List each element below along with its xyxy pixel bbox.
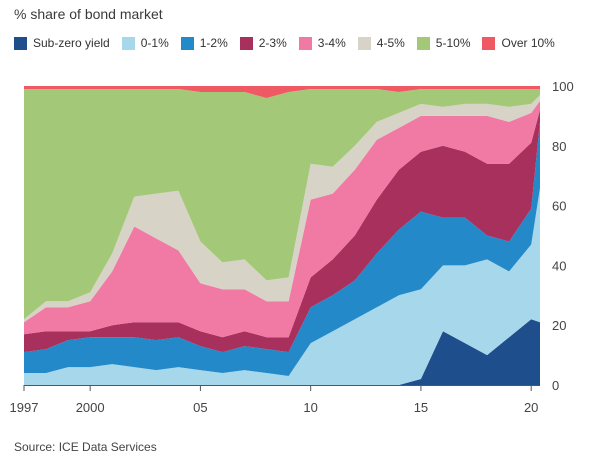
series-area bbox=[24, 89, 540, 320]
legend-swatch bbox=[121, 36, 135, 50]
legend-swatch bbox=[416, 36, 430, 50]
x-tick-label: 1997 bbox=[10, 400, 39, 415]
legend-label: 1-2% bbox=[199, 36, 228, 50]
x-tick-label: 10 bbox=[303, 400, 317, 415]
series-area bbox=[24, 187, 540, 385]
legend-label: 0-1% bbox=[140, 36, 169, 50]
legend-swatch bbox=[482, 36, 496, 50]
x-tick-label: 15 bbox=[414, 400, 428, 415]
y-tick-label: 60 bbox=[552, 199, 566, 214]
legend-item: 5-10% bbox=[416, 36, 471, 50]
y-tick-label: 80 bbox=[552, 139, 566, 154]
series-area bbox=[24, 95, 540, 323]
series-area bbox=[24, 109, 540, 353]
legend-label: 4-5% bbox=[376, 36, 405, 50]
legend-item: 1-2% bbox=[180, 36, 228, 50]
legend-label: 5-10% bbox=[435, 36, 471, 50]
series-area bbox=[24, 86, 540, 98]
legend-label: 3-4% bbox=[317, 36, 346, 50]
legend-swatch bbox=[357, 36, 371, 50]
legend-swatch bbox=[180, 36, 194, 50]
y-tick-label: 40 bbox=[552, 258, 566, 273]
series-area bbox=[24, 100, 540, 338]
x-tick-label: 2000 bbox=[76, 400, 105, 415]
legend-label: Sub-zero yield bbox=[33, 36, 110, 50]
source-note: Source: ICE Data Services bbox=[14, 440, 157, 454]
legend-swatch bbox=[239, 36, 253, 50]
legend-label: Over 10% bbox=[501, 36, 555, 50]
series-area bbox=[24, 121, 540, 377]
y-tick-label: 0 bbox=[552, 378, 559, 393]
series-area bbox=[24, 319, 540, 385]
legend-swatch bbox=[298, 36, 312, 50]
legend-item: 2-3% bbox=[239, 36, 287, 50]
chart-legend: Sub-zero yield 0-1% 1-2% 2-3% 3-4% 4-5% 5-10% O… bbox=[14, 36, 567, 50]
x-tick-label: 05 bbox=[193, 400, 207, 415]
legend-item: 3-4% bbox=[298, 36, 346, 50]
y-tick-label: 100 bbox=[552, 79, 574, 94]
y-tick-label: 20 bbox=[552, 318, 566, 333]
legend-label: 2-3% bbox=[258, 36, 287, 50]
legend-item: Sub-zero yield bbox=[14, 36, 110, 50]
chart-title: % share of bond market bbox=[14, 6, 163, 22]
legend-swatch bbox=[14, 36, 27, 50]
legend-item: 0-1% bbox=[121, 36, 169, 50]
legend-item: Over 10% bbox=[482, 36, 555, 50]
x-tick-label: 20 bbox=[524, 400, 538, 415]
legend-item: 4-5% bbox=[357, 36, 405, 50]
